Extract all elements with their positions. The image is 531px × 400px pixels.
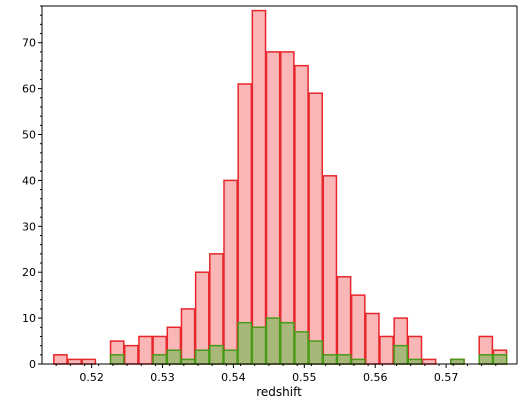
x-tick-label: 0.54	[221, 371, 246, 384]
bar-series-1-bin-7	[138, 335, 153, 365]
bar-series-2-bin-5	[109, 354, 125, 365]
bar-series-1-bin-20	[322, 175, 338, 365]
bar-series-2-bin-18	[294, 331, 309, 365]
bar-series-1-bin-23	[365, 312, 380, 365]
bar-series-2-bin-11	[194, 349, 210, 365]
y-tick-label: 50	[22, 129, 36, 142]
bar-series-2-bin-31	[478, 354, 494, 365]
bar-series-2-bin-22	[350, 358, 366, 365]
bar-series-2-bin-15	[251, 326, 267, 365]
bar-series-1-bin-21	[336, 276, 352, 365]
y-tick-label: 20	[22, 266, 36, 279]
bar-series-2-bin-8	[152, 354, 168, 365]
bar-series-1-bin-24	[379, 335, 394, 365]
bar-series-2-bin-26	[407, 358, 423, 365]
bar-series-2-bin-9	[166, 349, 182, 365]
bar-series-2-bin-14	[237, 321, 253, 365]
bar-series-1-bin-3	[81, 358, 97, 365]
bar-series-2-bin-29	[450, 358, 465, 365]
bar-series-1-bin-6	[123, 344, 139, 365]
bar-series-1-bin-16	[265, 51, 281, 365]
x-tick-label: 0.57	[434, 371, 459, 384]
bar-series-1-bin-27	[421, 358, 437, 365]
bar-series-2-bin-25	[393, 344, 409, 365]
bar-series-1-bin-22	[350, 294, 366, 365]
bar-series-1-bin-2	[67, 358, 82, 365]
bar-series-2-bin-20	[322, 354, 338, 365]
x-tick-label: 0.53	[150, 371, 175, 384]
bar-series-1-bin-17	[279, 51, 295, 365]
bar-series-2-bin-13	[223, 349, 238, 365]
bar-series-1-bin-1	[53, 354, 68, 365]
bars-layer	[53, 9, 508, 365]
bar-series-2-bin-10	[180, 358, 196, 365]
bar-series-1-bin-10	[180, 308, 196, 365]
y-tick-label: 10	[22, 312, 36, 325]
y-tick-label: 70	[22, 37, 36, 50]
bar-series-1-bin-13	[223, 179, 238, 365]
axes-layer	[41, 5, 518, 365]
bar-series-1-bin-15	[251, 9, 267, 365]
x-tick-label: 0.56	[363, 371, 388, 384]
y-tick-label: 30	[22, 220, 36, 233]
bar-series-1-bin-18	[294, 64, 309, 365]
bar-series-2-bin-16	[265, 317, 281, 365]
y-tick-label: 0	[29, 358, 36, 371]
bar-series-2-bin-19	[308, 340, 324, 365]
bar-series-2-bin-12	[209, 344, 224, 365]
x-axis-label: redshift	[256, 385, 302, 399]
ticks-layer: 0 10 20 30 40 50 60 70 0.52 0.53 0.54 0.55 0.56 0.57	[22, 5, 497, 384]
bar-series-2-bin-21	[336, 354, 352, 365]
x-tick-label: 0.52	[79, 371, 104, 384]
bar-series-2-bin-17	[279, 321, 295, 365]
y-tick-label: 60	[22, 83, 36, 96]
y-tick-label: 40	[22, 174, 36, 187]
bar-series-2-bin-32	[492, 354, 508, 365]
bar-series-1-bin-19	[308, 92, 324, 365]
x-tick-label: 0.55	[292, 371, 317, 384]
